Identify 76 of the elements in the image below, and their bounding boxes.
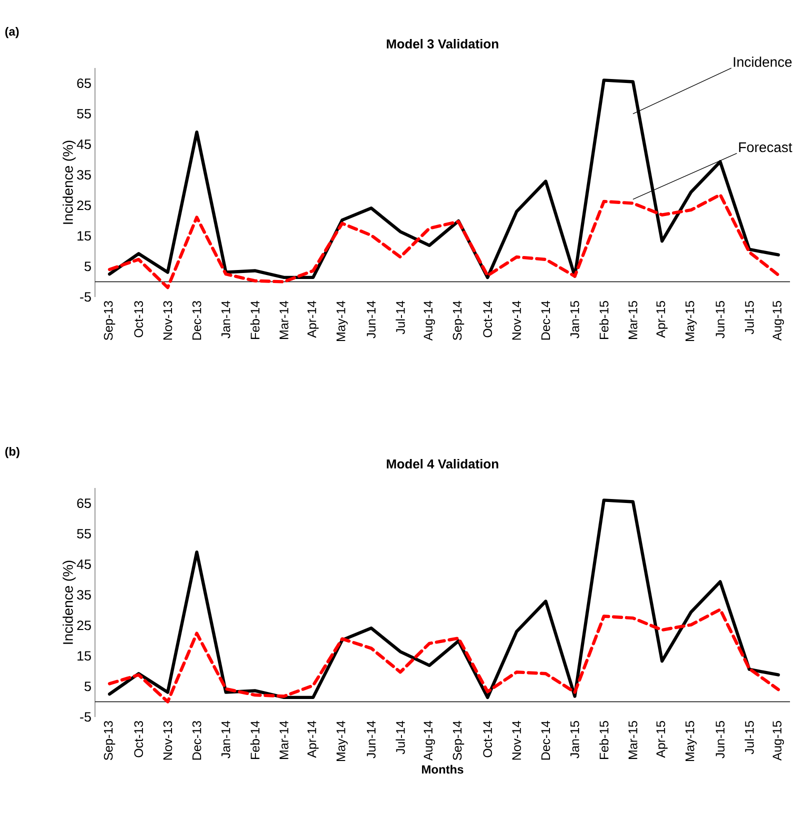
x-tick-label: Apr-14 [307,300,319,338]
x-tick-label: Aug-14 [424,720,435,761]
text: (b) [5,446,20,458]
x-tick-label: May-14 [336,720,348,762]
x-tick-label: Aug-15 [772,721,784,761]
y-tick-label: 45 [76,560,91,570]
y-tick-label: 15 [77,651,91,661]
x-tick-label: Nov-14 [512,720,521,760]
x-tick-label: Oct-14 [483,720,492,758]
text: (a) [5,26,19,38]
x-tick-label: Jan-15 [570,301,580,338]
x-tick-label: Jun-14 [366,300,376,338]
chart-title: Model 4 Validation [386,458,498,468]
y-tick-label: 25 [77,620,91,630]
y-tick-label: 55 [76,529,91,538]
y-tick-label: 35 [76,590,91,600]
x-tick-label: Jun-14 [366,720,376,758]
x-tick-label: Aug-14 [424,300,435,341]
y-tick-label: 5 [84,682,91,692]
y-tick-label: -5 [80,292,91,302]
line-series [108,193,780,290]
x-tick-label: Jul-14 [396,720,405,754]
x-tick-label: Sep-13 [104,301,116,340]
y-axis-title: Incidence (%) [62,140,76,224]
x-tick-label: Feb-14 [250,720,260,759]
chart-title: Model 3 Validation [386,38,498,48]
x-tick-label: Apr-15 [656,301,668,338]
x-tick-label: Dec-14 [541,720,550,760]
x-tick-label: Oct-14 [483,300,492,338]
y-tick-label: 15 [77,231,91,241]
x-tick-label: Jan-14 [221,720,230,758]
x-tick-label: Jun-15 [716,721,724,758]
x-tick-label: Jul-14 [396,300,405,334]
x-tick-label: Jul-15 [744,721,754,754]
x-tick-label: May-15 [685,721,697,762]
x-tick-label: Sep-13 [104,721,116,760]
x-tick-label: Feb-15 [599,301,608,339]
y-axis-title: Incidence (%) [62,560,76,644]
line-series [108,608,780,704]
y-tick-label: 5 [84,262,91,272]
x-tick-label: Nov-13 [163,301,172,340]
y-tick-label: 25 [77,200,91,210]
x-tick-label: Oct-13 [134,301,143,338]
y-tick-label: 55 [76,109,91,118]
x-tick-label: Dec-13 [192,721,202,760]
x-tick-label: Jul-15 [744,301,754,334]
x-tick-label: Feb-14 [250,300,260,339]
x-tick-label: Jan-14 [221,300,230,338]
x-tick-label: Jun-15 [716,301,724,338]
x-tick-label: Sep-14 [452,300,464,340]
y-tick-label: -5 [80,712,91,722]
y-tick-label: 65 [77,78,91,88]
x-tick-label: Oct-13 [134,721,143,758]
x-tick-label: Dec-13 [192,301,202,340]
x-tick-label: Sep-14 [452,720,464,760]
x-tick-label: Feb-15 [599,721,608,759]
x-axis-title: Months [422,764,464,774]
x-tick-label: Aug-15 [772,301,784,341]
x-tick-label: Jan-15 [570,721,580,758]
annotation: Forecast [739,142,792,152]
x-tick-label: Dec-14 [541,300,550,340]
x-tick-label: Mar-14 [280,720,288,759]
x-tick-label: Mar-15 [628,721,638,759]
x-tick-label: Apr-14 [307,720,319,758]
x-tick-label: Apr-15 [656,721,668,758]
y-tick-label: 35 [76,170,91,180]
x-tick-label: Mar-15 [628,301,638,339]
x-tick-label: May-14 [336,300,348,342]
annotation: Incidence [734,56,792,67]
y-tick-label: 65 [77,498,91,508]
y-tick-label: 45 [76,140,91,150]
x-tick-label: Nov-14 [512,300,521,340]
x-tick-label: May-15 [685,301,697,342]
line-series [108,498,780,700]
x-tick-label: Mar-14 [280,300,288,339]
x-tick-label: Nov-13 [163,721,172,760]
